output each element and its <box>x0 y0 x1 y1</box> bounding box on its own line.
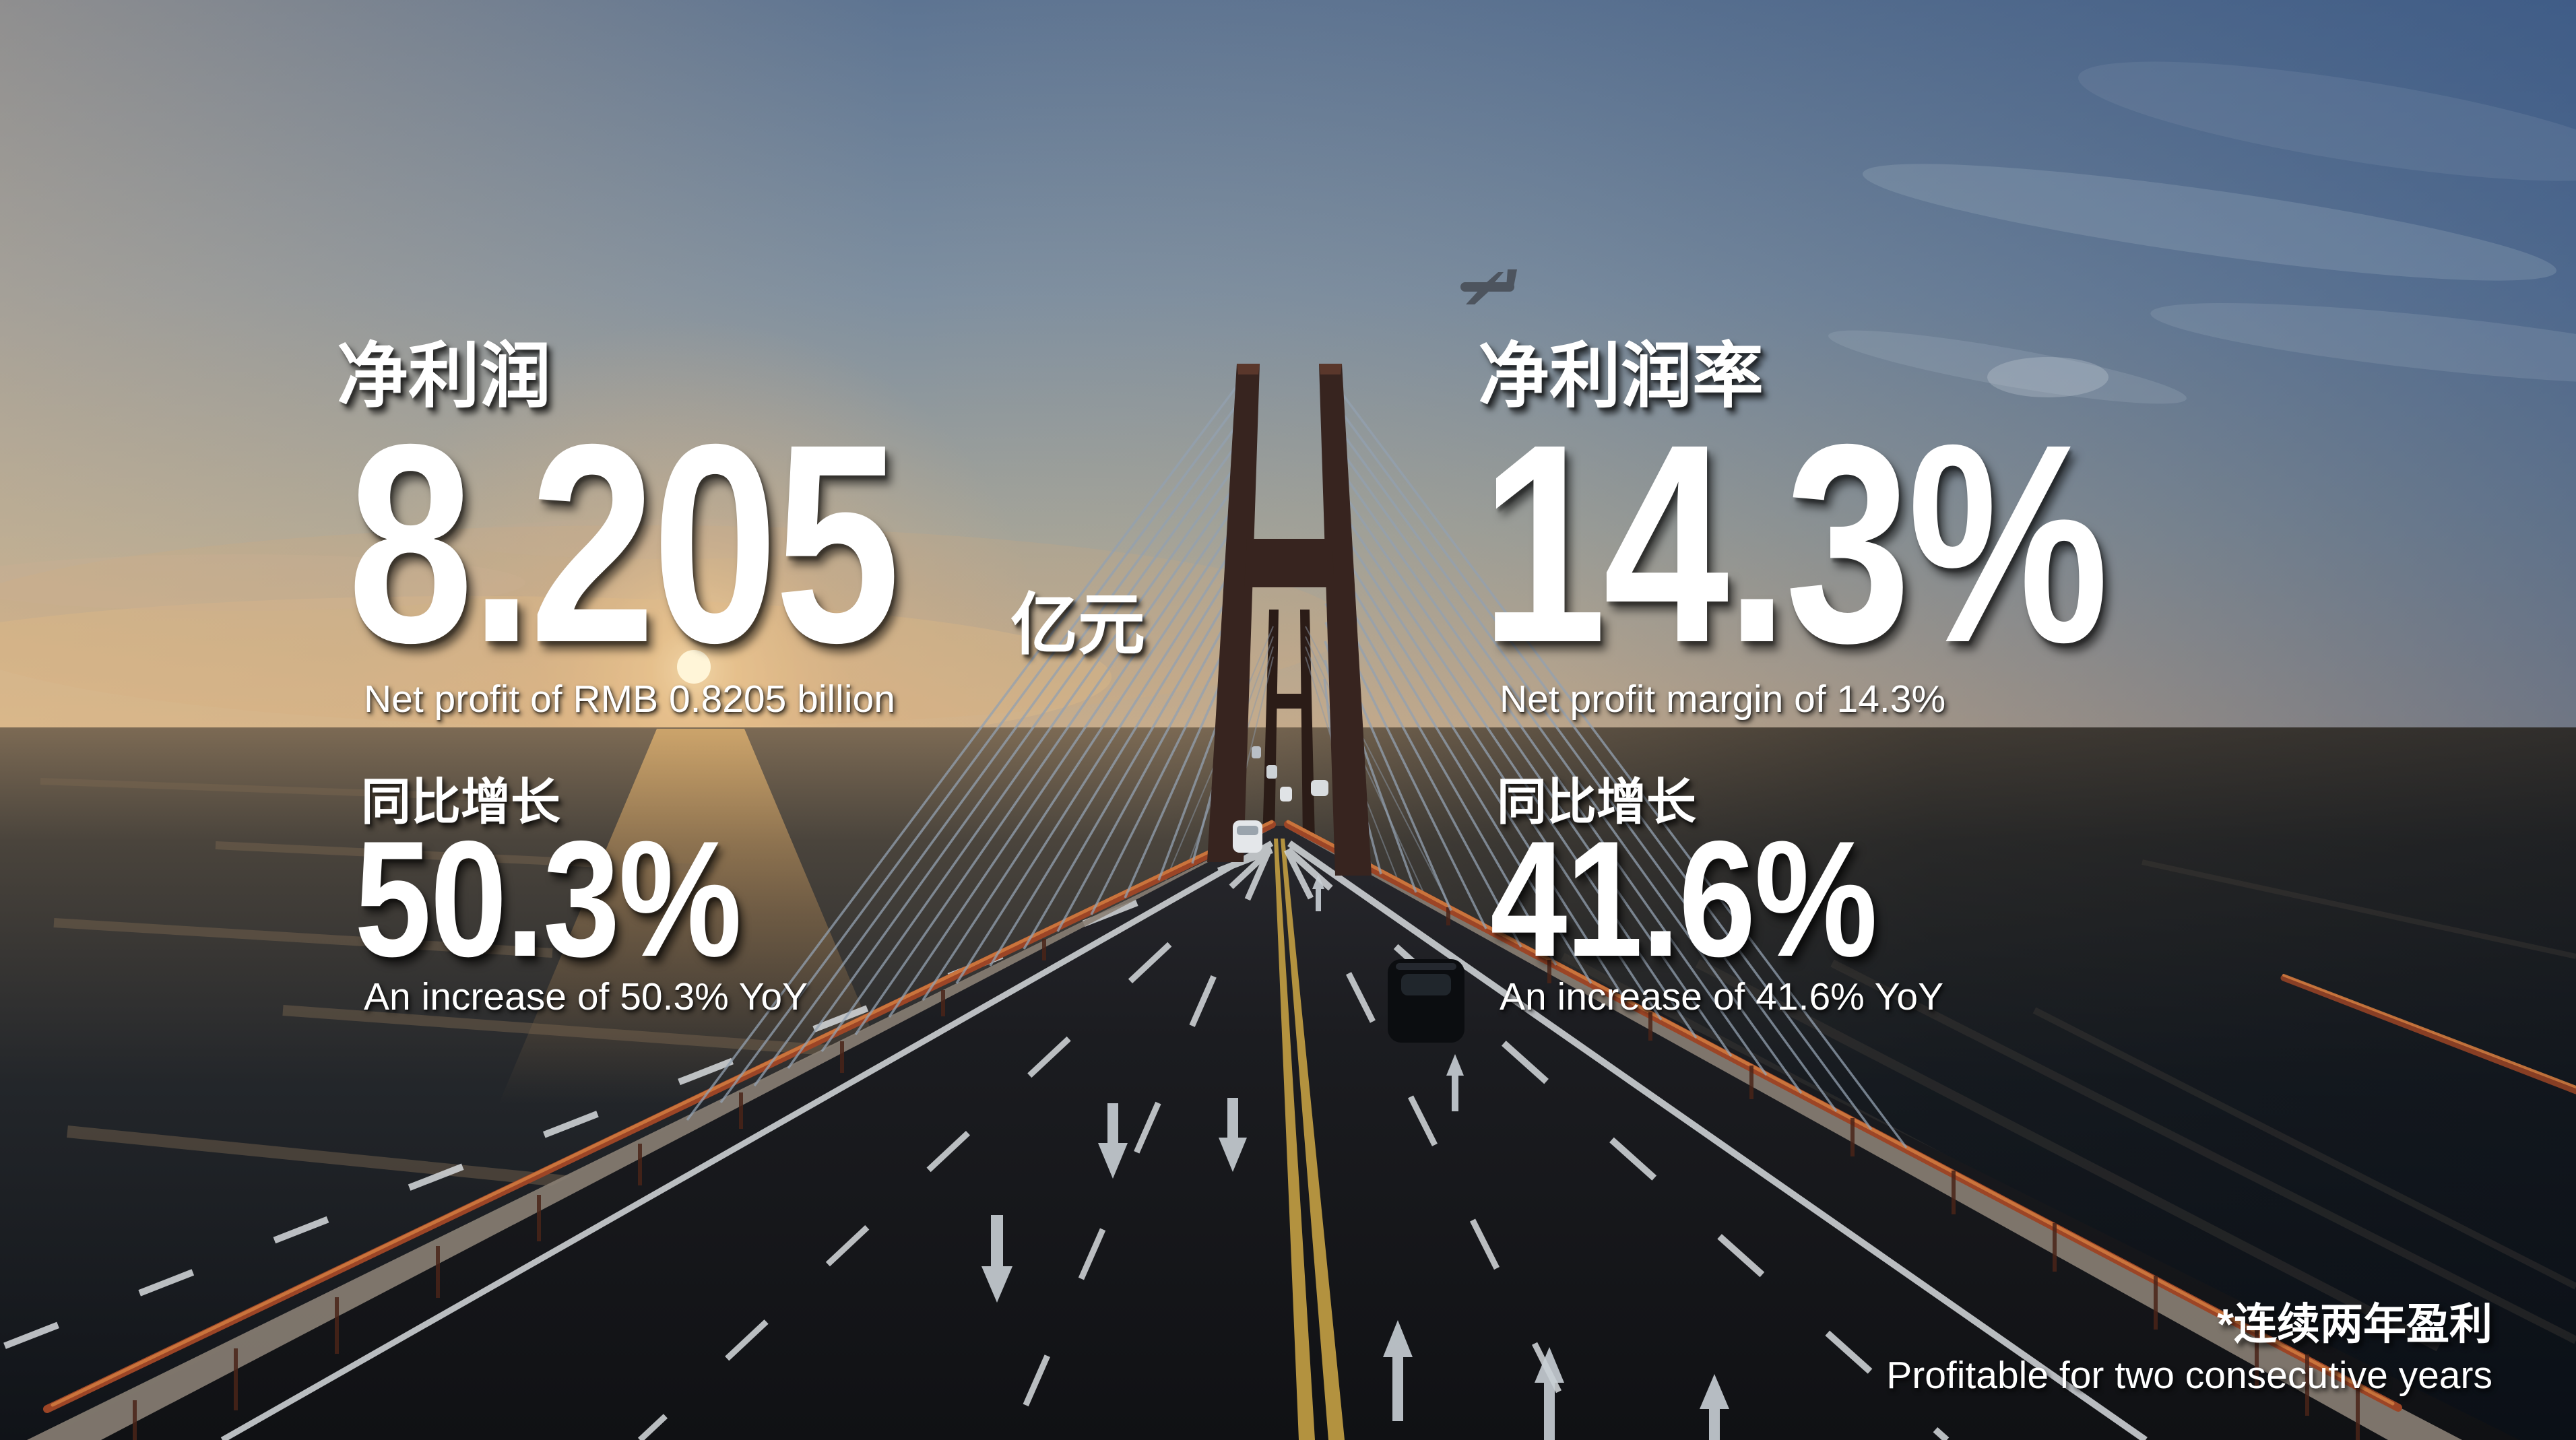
main-tower <box>1207 364 1372 876</box>
net-margin-caption: Net profit margin of 14.3% <box>1500 678 1946 721</box>
net-profit-value-number: 8.205 <box>348 386 901 702</box>
net-margin-title: 净利润率 <box>1478 337 1764 416</box>
footnote-zh: *连续两年盈利 <box>2217 1300 2492 1348</box>
net-profit-growth-number: 50.3% <box>354 806 742 991</box>
footnote-en: Profitable for two consecutive years <box>1886 1354 2492 1397</box>
net-margin-growth-value: 41.6% <box>1490 816 1950 981</box>
net-margin-growth-caption: An increase of 41.6% YoY <box>1500 975 1944 1018</box>
pavement-arrows <box>981 874 1729 1440</box>
net-margin-value: 14.3% <box>1481 403 2261 686</box>
dashed-lane-lines <box>0 840 2148 1440</box>
net-profit-title: 净利润 <box>337 337 551 416</box>
distant-cars <box>1252 746 1328 801</box>
sky <box>0 0 2576 758</box>
white-car <box>1233 820 1262 853</box>
net-margin-growth-number: 41.6% <box>1490 806 1877 991</box>
sun-reflection <box>498 729 903 1105</box>
right-railing <box>1284 820 2576 1440</box>
net-profit-growth-label: 同比增长 <box>361 774 560 830</box>
cables-left <box>686 376 1250 1121</box>
net-profit-growth-value: 50.3% <box>354 816 814 981</box>
left-railing <box>43 820 1276 1440</box>
net-margin-value-number: 14.3% <box>1481 386 2109 702</box>
sun <box>677 650 711 684</box>
net-profit-growth-caption: An increase of 50.3% YoY <box>364 975 808 1018</box>
net-profit-unit: 亿元 <box>1010 587 1145 663</box>
cables-right <box>1323 376 1908 1149</box>
right-pickets <box>1446 907 2360 1440</box>
net-profit-value: 8.205 <box>348 403 1035 686</box>
net-margin-growth-label: 同比增长 <box>1497 774 1696 830</box>
airplane <box>1460 269 1517 304</box>
lane-markings <box>0 839 2148 1440</box>
net-profit-caption: Net profit of RMB 0.8205 billion <box>364 678 895 721</box>
center-double-yellow-line <box>1274 839 1345 1440</box>
bridge-deck <box>40 826 2519 1440</box>
left-pickets <box>133 939 1046 1440</box>
black-car <box>1388 959 1464 1043</box>
clouds <box>1828 61 2576 404</box>
sea-waves-right <box>1561 859 2576 1352</box>
